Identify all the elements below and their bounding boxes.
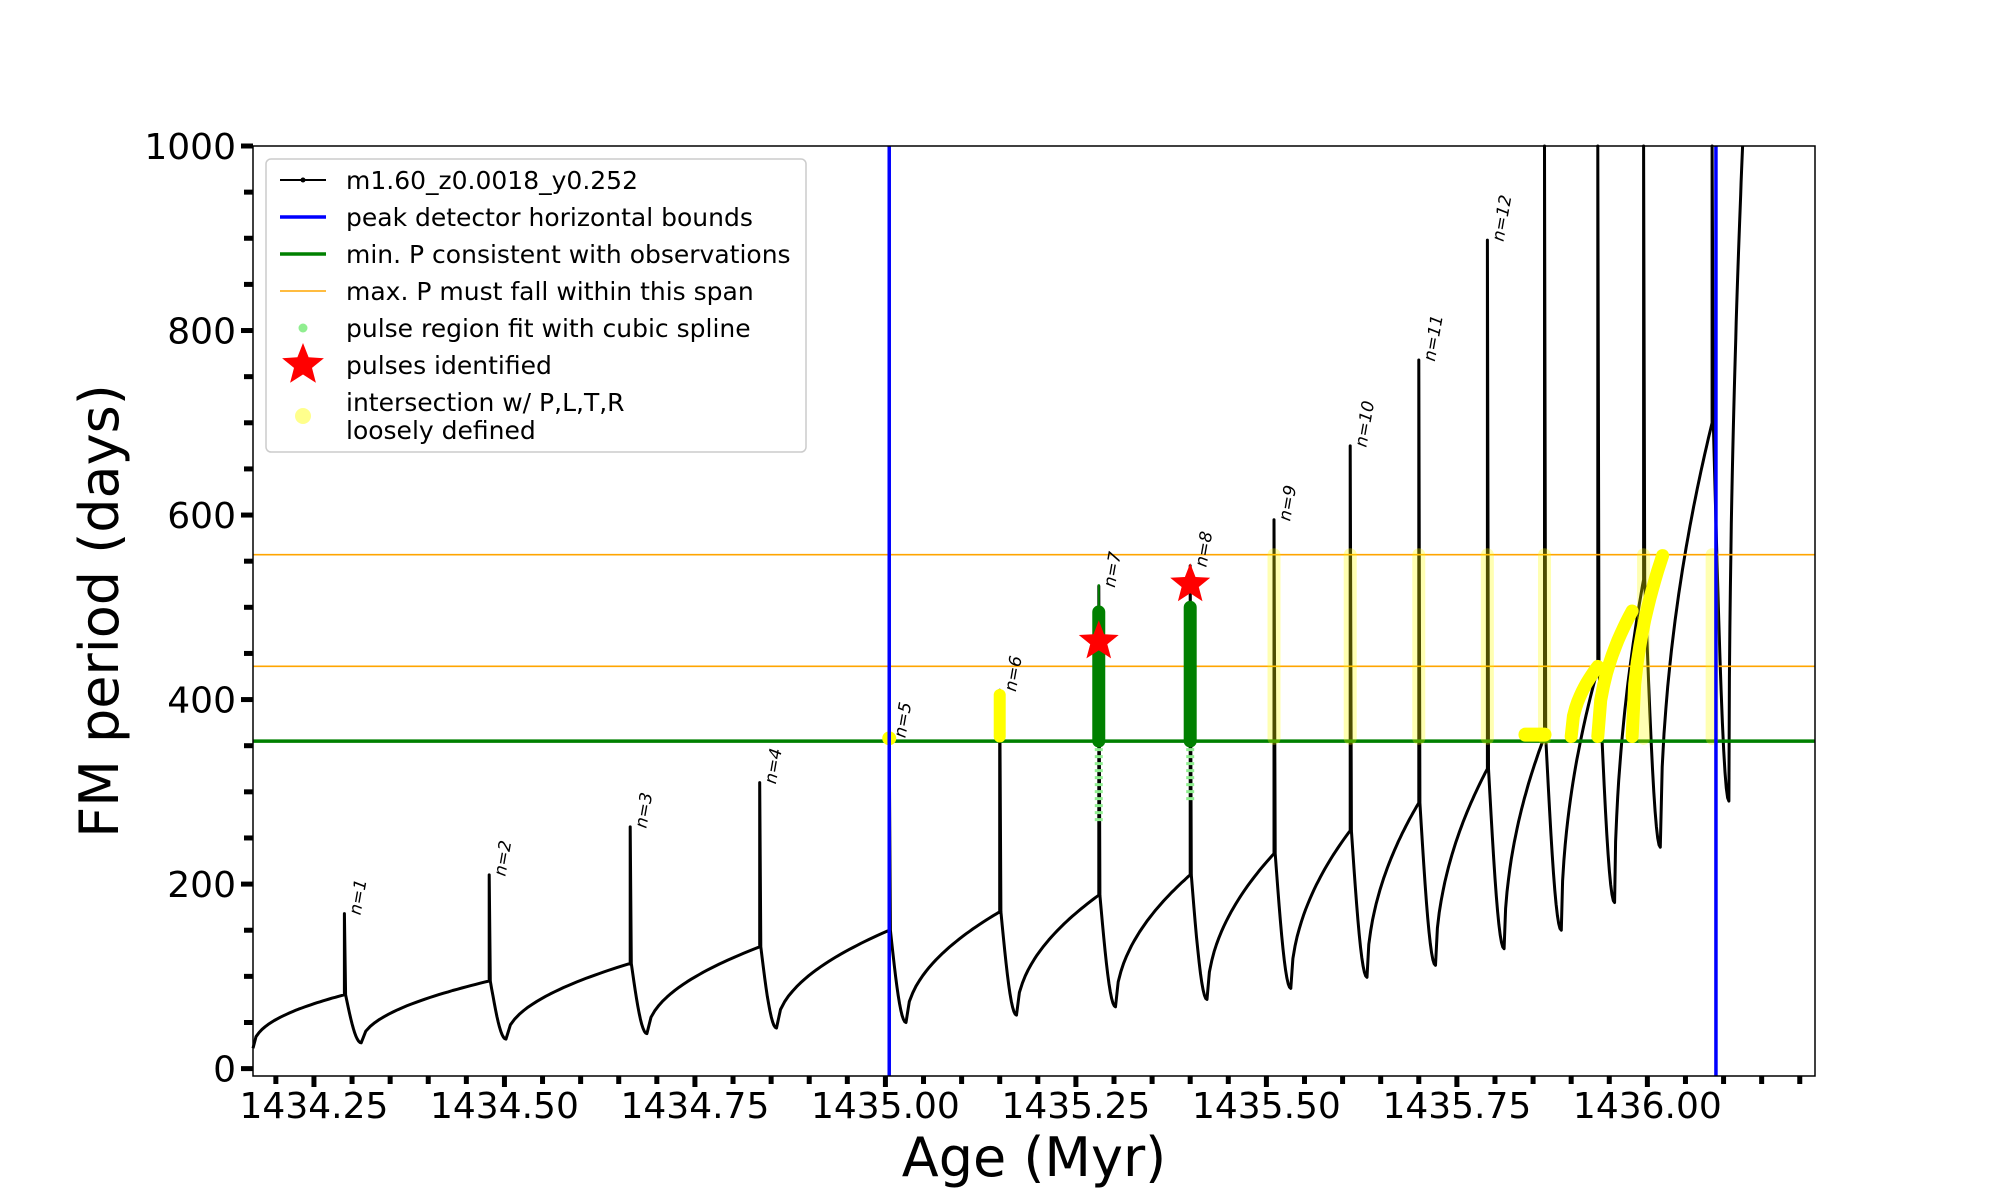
legend-label-line: peak detector horizontal bounds xyxy=(346,203,753,232)
pulse-label-7: n=7 xyxy=(1100,550,1126,589)
legend-label-spline: pulse region fit with cubic spline xyxy=(346,314,751,343)
legend-label-track: m1.60_z0.0018_y0.252 xyxy=(346,166,638,195)
track-line xyxy=(251,144,1745,1049)
y-tick-label-1: 200 xyxy=(167,865,236,906)
x-tick-label-6: 1435.75 xyxy=(1382,1086,1531,1127)
x-tick-label-0: 1434.25 xyxy=(240,1086,389,1127)
legend-label-line: pulses identified xyxy=(346,351,552,380)
x-tick-label-7: 1436.00 xyxy=(1573,1086,1722,1127)
pulse-label-8: n=8 xyxy=(1191,530,1217,569)
legend-label-line: intersection w/ P,L,T,R xyxy=(346,388,625,417)
plot-frame xyxy=(252,145,1816,1077)
legend-label-line: loosely defined xyxy=(346,416,536,445)
pulse-label-1: n=1 xyxy=(346,878,372,917)
x-tick-label-1: 1434.50 xyxy=(430,1086,579,1127)
y-tick-label-2: 400 xyxy=(167,681,236,722)
pulse-star-0 xyxy=(1078,620,1119,659)
legend-marker-loose xyxy=(295,408,311,424)
legend-marker-spline xyxy=(298,323,308,333)
legend-label-line: max. P must fall within this span xyxy=(346,277,754,306)
legend-frame xyxy=(265,158,807,453)
legend-label-line: pulse region fit with cubic spline xyxy=(346,314,751,343)
legend-marker-track-dot xyxy=(300,177,306,183)
x-tick-label-2: 1434.75 xyxy=(620,1086,769,1127)
pulse-star-1 xyxy=(1170,563,1211,602)
legend-label-loose: intersection w/ P,L,T,R loosely defined xyxy=(346,388,625,445)
y-tick-label-3: 600 xyxy=(167,496,236,537)
legend-marker-star xyxy=(282,343,324,383)
y-tick-label-4: 800 xyxy=(167,312,236,353)
legend-label-line: min. P consistent with observations xyxy=(346,240,791,269)
pulse-label-3: n=3 xyxy=(631,791,657,830)
x-tick-label-5: 1435.50 xyxy=(1192,1086,1341,1127)
loose-arc-1 xyxy=(1591,604,1639,743)
legend-label-min-p: min. P consistent with observations xyxy=(346,240,791,269)
y-tick-label-0: 0 xyxy=(213,1050,236,1091)
pulse-label-12: n=12 xyxy=(1489,194,1517,243)
y-tick-label-5: 1000 xyxy=(144,127,236,168)
pulse-label-4: n=4 xyxy=(761,747,787,786)
legend-label-bounds: peak detector horizontal bounds xyxy=(346,203,753,232)
x-axis-title: Age (Myr) xyxy=(902,1126,1167,1189)
loose-arc-0 xyxy=(1564,659,1605,743)
legend-label-line: m1.60_z0.0018_y0.252 xyxy=(346,166,638,195)
x-tick-label-4: 1435.25 xyxy=(1001,1086,1150,1127)
pulse-label-10: n=10 xyxy=(1351,399,1379,448)
pulse-label-2: n=2 xyxy=(490,839,516,878)
legend-label-pulse-star: pulses identified xyxy=(346,351,552,380)
x-tick-label-3: 1435.00 xyxy=(811,1086,960,1127)
pulse-label-9: n=9 xyxy=(1275,484,1301,523)
axes: 1434.25 1434.50 1434.75 1435.00 1435.25 1435.… xyxy=(144,127,1803,1127)
legend-label-max-p: max. P must fall within this span xyxy=(346,277,754,306)
y-axis-title: FM period (days) xyxy=(68,384,131,838)
pulse-label-11: n=11 xyxy=(1420,313,1448,362)
loose-arc-2 xyxy=(1625,549,1670,743)
pulse-label-5: n=5 xyxy=(890,701,916,740)
pulse-label-6: n=6 xyxy=(1001,654,1027,693)
